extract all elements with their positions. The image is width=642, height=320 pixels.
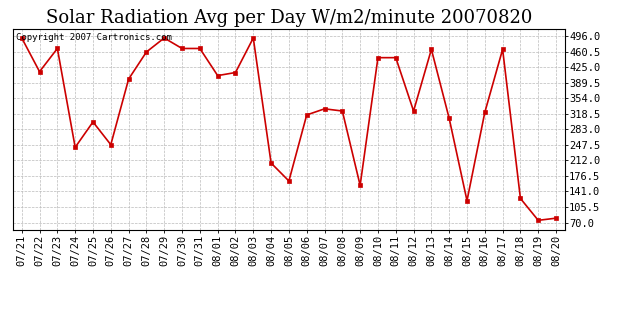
Text: Copyright 2007 Cartronics.com: Copyright 2007 Cartronics.com	[15, 33, 171, 42]
Title: Solar Radiation Avg per Day W/m2/minute 20070820: Solar Radiation Avg per Day W/m2/minute …	[46, 9, 532, 27]
